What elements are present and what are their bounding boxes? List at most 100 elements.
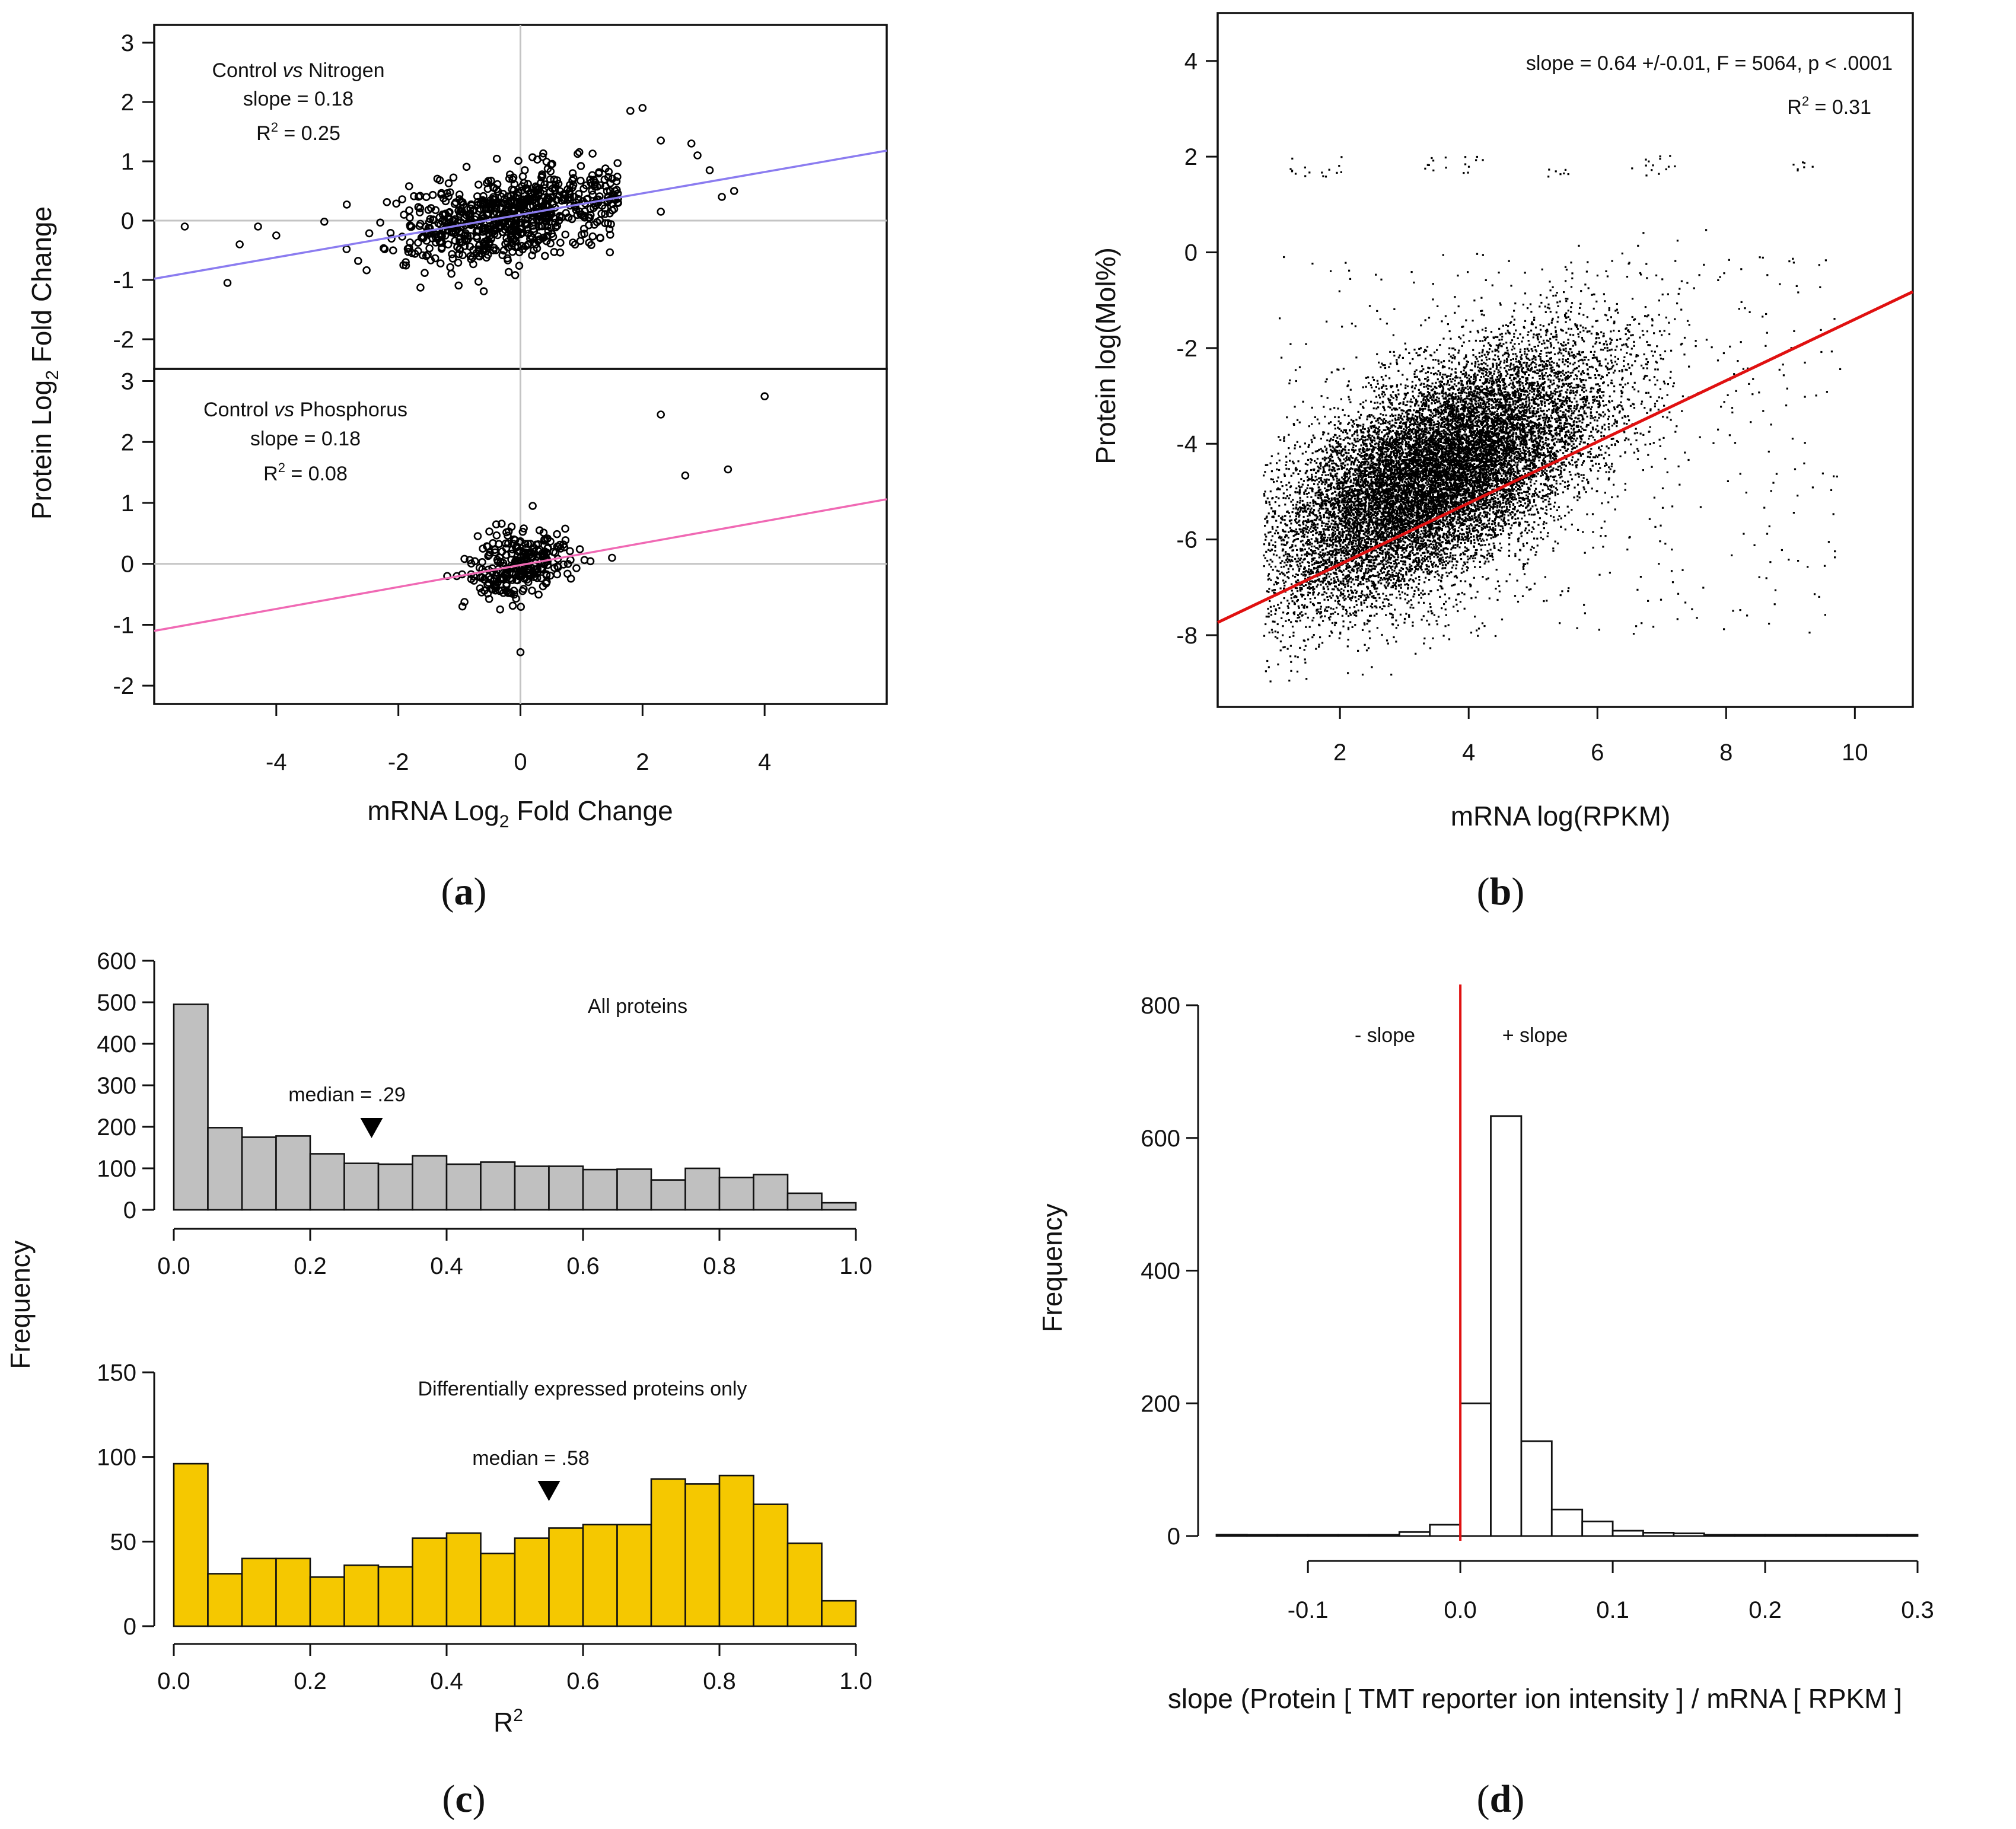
data-point xyxy=(1482,420,1484,423)
data-point xyxy=(1336,469,1339,471)
data-point xyxy=(1600,377,1602,380)
data-point xyxy=(483,542,492,551)
data-point xyxy=(490,230,499,238)
data-point xyxy=(553,530,561,538)
data-point xyxy=(1397,416,1400,419)
data-point xyxy=(518,527,527,536)
data-point xyxy=(1674,431,1677,433)
y-tick-label: 0 xyxy=(121,208,134,234)
data-point xyxy=(1380,560,1383,562)
data-point xyxy=(1391,575,1394,578)
data-point xyxy=(1448,347,1451,349)
data-point xyxy=(1426,346,1429,348)
data-point xyxy=(1583,356,1585,359)
data-point xyxy=(1480,376,1482,378)
data-point xyxy=(1422,397,1425,400)
data-point xyxy=(613,186,621,195)
data-point xyxy=(1621,370,1623,372)
data-point xyxy=(1409,557,1411,560)
data-point xyxy=(1544,439,1547,442)
data-point xyxy=(1484,487,1486,490)
data-point xyxy=(1819,286,1821,288)
data-point xyxy=(1492,505,1495,507)
data-point xyxy=(1307,458,1310,461)
data-point xyxy=(1584,612,1586,614)
data-point xyxy=(1557,316,1559,318)
data-point xyxy=(1356,431,1358,434)
data-point xyxy=(1544,576,1546,578)
data-point xyxy=(1340,547,1342,550)
data-point xyxy=(1359,425,1362,427)
data-point xyxy=(492,246,501,254)
data-point xyxy=(1479,537,1481,540)
data-point xyxy=(1391,499,1394,502)
data-point xyxy=(1386,458,1388,461)
data-point xyxy=(482,247,491,256)
data-point xyxy=(1518,505,1521,507)
data-point xyxy=(431,206,440,215)
data-point xyxy=(1515,498,1517,501)
data-point xyxy=(1356,549,1358,552)
data-point xyxy=(1570,440,1572,442)
data-point xyxy=(1265,538,1267,541)
data-point xyxy=(1370,580,1372,582)
data-point xyxy=(426,256,435,265)
data-point xyxy=(1304,507,1306,509)
data-point xyxy=(552,223,560,232)
data-point xyxy=(1294,444,1297,447)
data-point xyxy=(1628,419,1630,422)
data-point xyxy=(1288,680,1291,682)
data-point xyxy=(1522,385,1524,387)
data-point xyxy=(1457,610,1459,613)
data-point xyxy=(1602,382,1604,384)
data-point xyxy=(1346,610,1348,613)
data-point xyxy=(1575,384,1578,386)
data-point xyxy=(1454,358,1456,360)
data-point xyxy=(1268,588,1270,590)
data-point xyxy=(1413,371,1416,373)
data-point xyxy=(1457,540,1459,543)
data-point xyxy=(1454,311,1456,314)
data-point xyxy=(1556,542,1559,544)
data-point xyxy=(1579,302,1582,305)
data-point xyxy=(1301,530,1304,532)
data-point xyxy=(1530,323,1533,326)
data-point xyxy=(1520,482,1522,485)
data-point xyxy=(1316,418,1318,420)
data-point xyxy=(1568,407,1570,409)
data-point xyxy=(1489,372,1492,375)
data-point xyxy=(1297,573,1299,576)
data-point xyxy=(1588,438,1590,440)
data-point xyxy=(418,251,427,260)
data-point xyxy=(529,225,538,234)
data-point xyxy=(588,232,597,241)
data-point xyxy=(563,185,572,193)
data-point xyxy=(1454,422,1456,425)
data-point xyxy=(1579,454,1582,457)
data-point xyxy=(1737,360,1739,362)
data-point xyxy=(546,571,555,580)
data-point xyxy=(388,246,397,255)
data-point xyxy=(518,172,527,181)
data-point xyxy=(1360,604,1362,606)
data-point xyxy=(1444,608,1447,611)
data-point xyxy=(1311,406,1313,409)
data-point xyxy=(1597,360,1599,362)
data-point xyxy=(448,250,456,259)
data-point xyxy=(1330,497,1333,499)
data-point xyxy=(1346,582,1349,585)
data-point xyxy=(1652,442,1655,444)
data-point xyxy=(1791,438,1794,440)
data-point xyxy=(1440,361,1442,364)
data-point xyxy=(444,212,453,221)
data-point xyxy=(1542,523,1544,525)
data-point xyxy=(1314,450,1317,453)
data-point xyxy=(1410,386,1413,388)
data-point xyxy=(1355,578,1357,581)
data-point xyxy=(1428,533,1431,535)
data-point xyxy=(1654,525,1657,528)
data-point xyxy=(1481,351,1483,353)
data-point xyxy=(1474,355,1477,358)
data-point xyxy=(1267,512,1270,515)
data-point xyxy=(1364,594,1366,597)
